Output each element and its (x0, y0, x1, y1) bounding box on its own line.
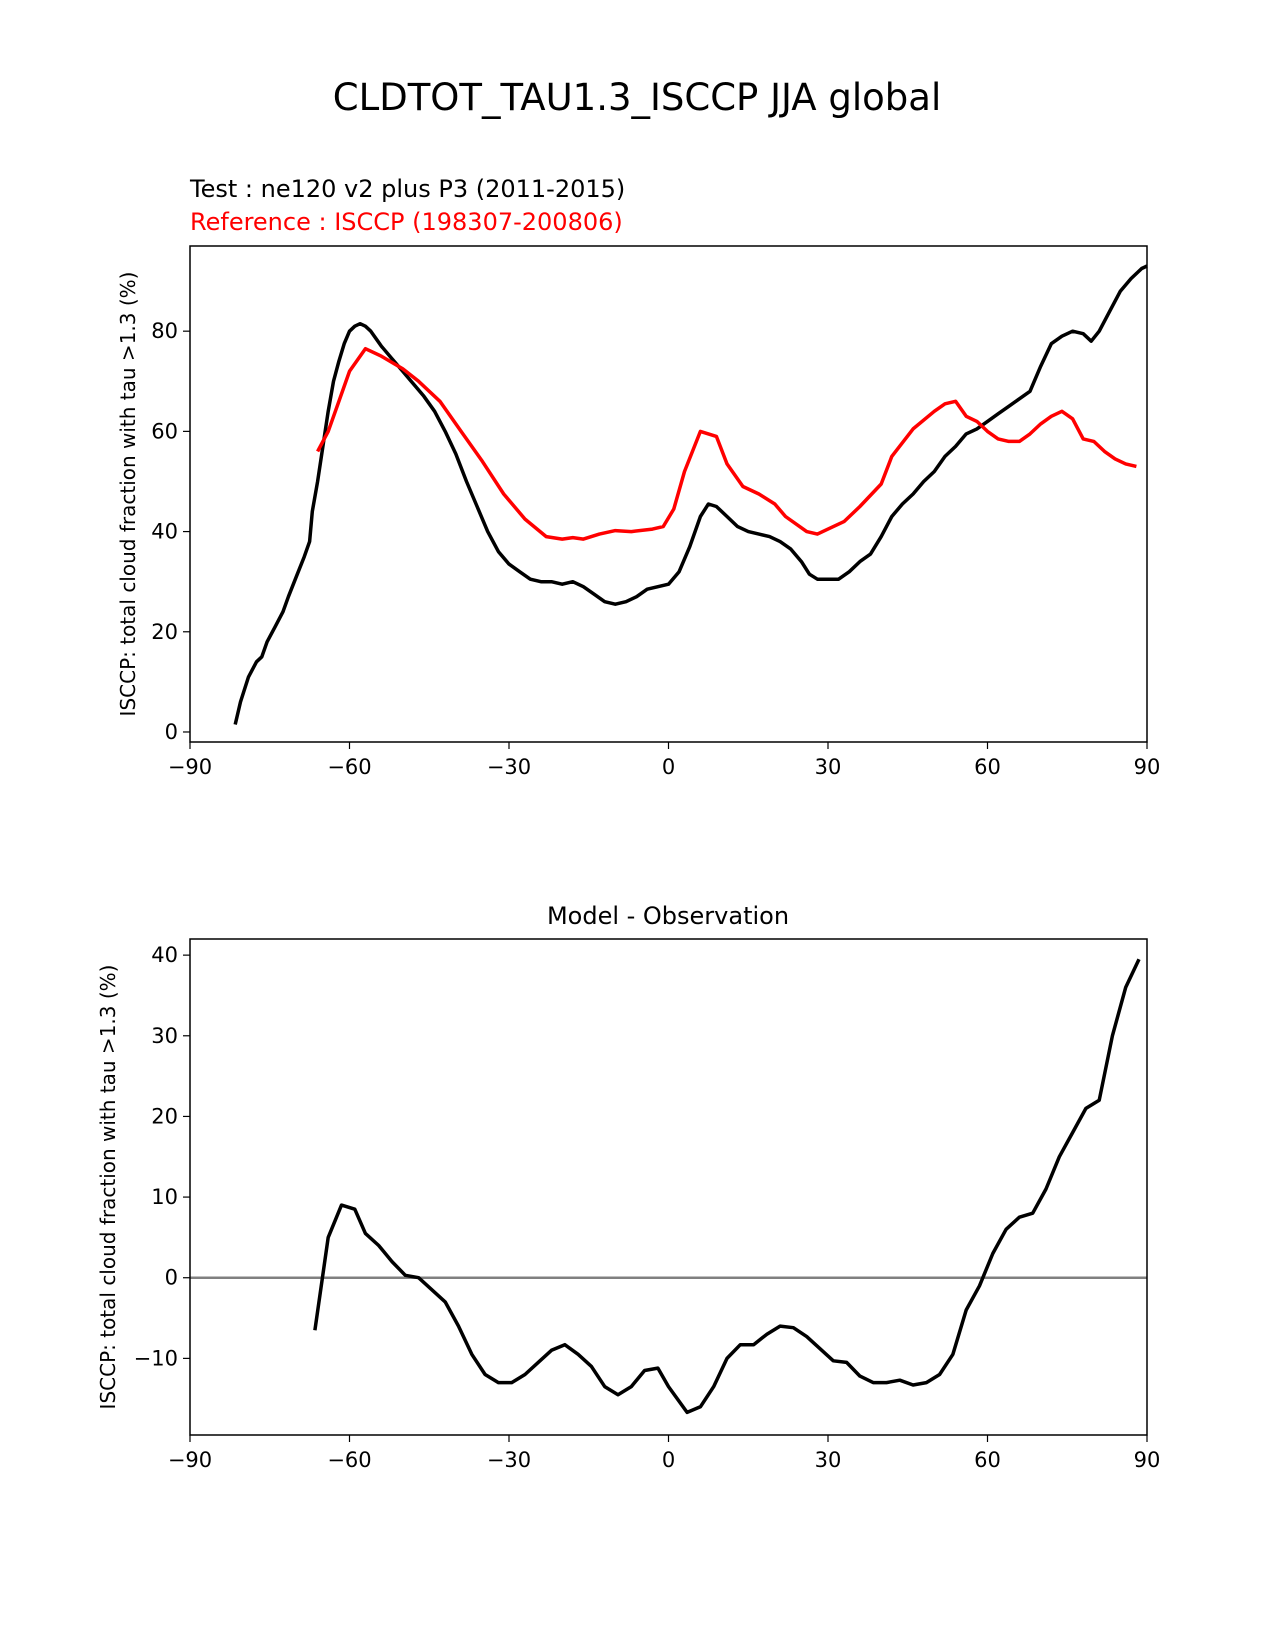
reference-label: Reference : ISCCP (198307-200806) (190, 208, 623, 236)
bottom-series-group (190, 958, 1147, 1415)
top-x-tick-label: −60 (327, 755, 371, 779)
test-label: Test : ne120 v2 plus P3 (2011-2015) (189, 175, 625, 203)
bottom-y-axis-label: ISCCP: total cloud fraction with tau >1.… (96, 965, 120, 1410)
top-x-tick-label: −90 (168, 755, 212, 779)
bottom-series-line-0 (313, 958, 1141, 1415)
top-y-tick-label: 80 (151, 319, 178, 343)
bottom-x-tick-label: −90 (168, 1448, 212, 1472)
bottom-x-tick-label: 60 (974, 1448, 1001, 1472)
figure-title: CLDTOT_TAU1.3_ISCCP JJA global (333, 76, 941, 119)
bottom-axes-ticks: −90 −60 −30 0 30 60 90 −10 0 10 20 30 40 (134, 943, 1161, 1472)
top-y-tick-label: 0 (165, 720, 178, 744)
top-x-tick-label: 60 (974, 755, 1001, 779)
bottom-y-tick-label: 40 (151, 943, 178, 967)
bottom-title: Model - Observation (547, 902, 789, 930)
top-y-tick-label: 40 (151, 520, 178, 544)
top-x-tick-label: 30 (815, 755, 842, 779)
top-axes-ticks: −90 −60 −30 0 30 60 90 0 20 40 60 80 (151, 319, 1160, 779)
bottom-x-tick-label: 30 (815, 1448, 842, 1472)
bottom-panel: Model - Observation ISCCP: total cloud f… (96, 902, 1160, 1472)
bottom-y-tick-label: 0 (165, 1266, 178, 1290)
top-y-axis-label: ISCCP: total cloud fraction with tau >1.… (116, 272, 140, 717)
bottom-axes-frame (189, 938, 1148, 1436)
top-axes-frame (189, 245, 1148, 743)
bottom-x-tick-label: 90 (1134, 1448, 1161, 1472)
top-x-tick-label: −30 (487, 755, 531, 779)
top-series-line-0 (233, 264, 1148, 725)
top-x-tick-label: 90 (1134, 755, 1161, 779)
top-series-group (233, 264, 1148, 725)
bottom-x-tick-label: 0 (662, 1448, 675, 1472)
top-y-tick-label: 60 (151, 419, 178, 443)
top-series-line-1 (316, 346, 1137, 541)
bottom-y-tick-label: 10 (151, 1185, 178, 1209)
bottom-x-tick-label: −30 (487, 1448, 531, 1472)
bottom-x-tick-label: −60 (327, 1448, 371, 1472)
bottom-y-tick-label: −10 (134, 1346, 178, 1370)
top-panel: Test : ne120 v2 plus P3 (2011-2015) Refe… (116, 175, 1160, 779)
top-x-tick-label: 0 (662, 755, 675, 779)
bottom-y-tick-label: 30 (151, 1024, 178, 1048)
top-y-tick-label: 20 (151, 620, 178, 644)
bottom-y-tick-label: 20 (151, 1104, 178, 1128)
